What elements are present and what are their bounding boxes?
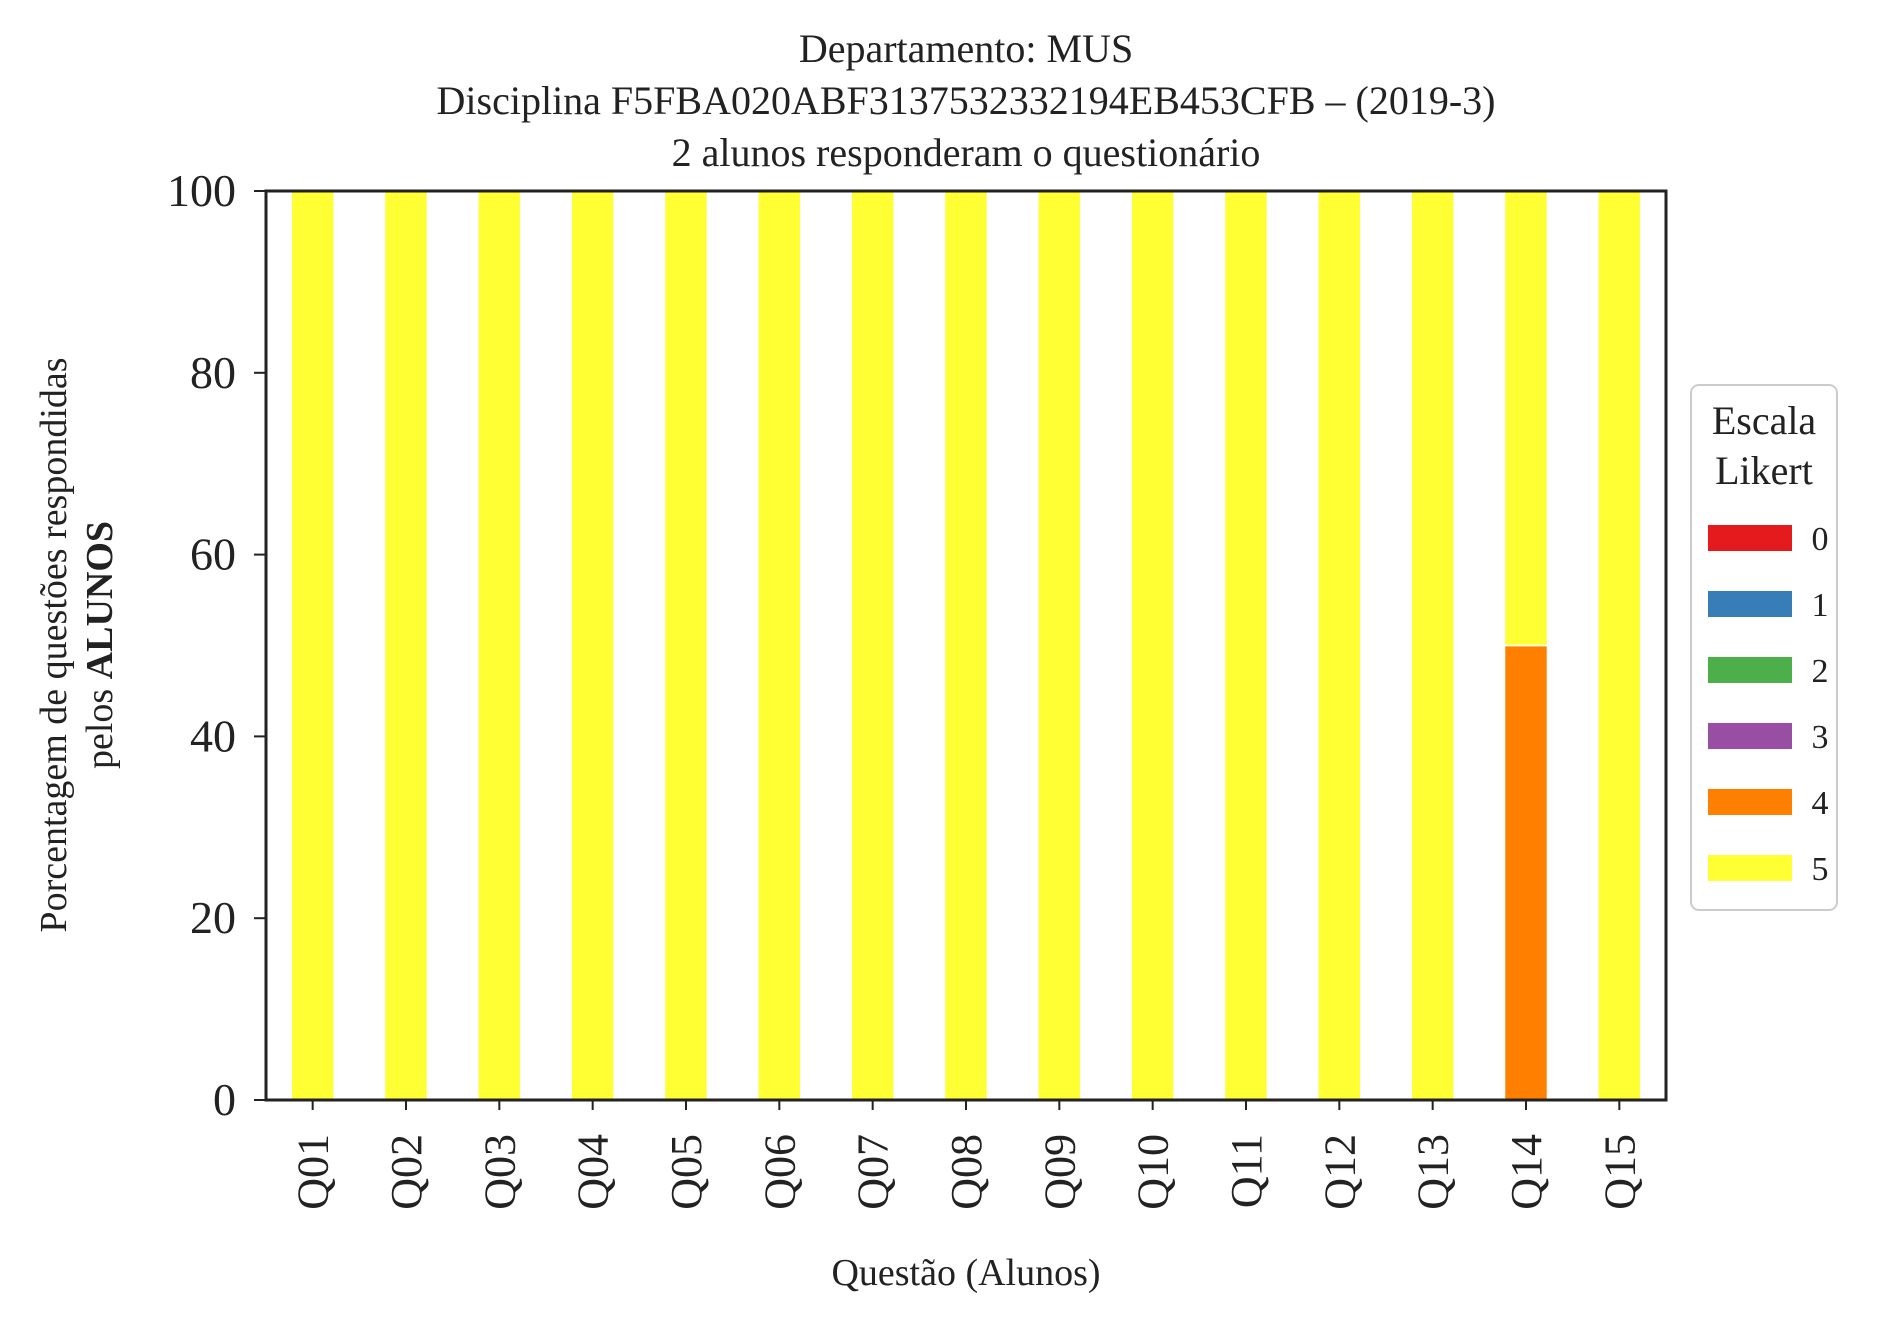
y-tick-label-40: 40 [190, 710, 236, 761]
x-tick-label-q02: Q02 [382, 1134, 431, 1210]
y-axis-ticks: 0 20 40 60 80 100 [167, 165, 266, 1125]
y-tick-label-100: 100 [167, 165, 236, 216]
y-tick-label-60: 60 [190, 529, 236, 580]
y-axis-label-line-1: Porcentagem de questões respondidas [33, 357, 75, 932]
legend-items: 0 1 2 3 4 5 [1708, 521, 1829, 888]
y-axis-label: Porcentagem de questões respondidas pelo… [33, 357, 121, 932]
bar-q15-scale-5 [1597, 190, 1642, 1101]
bar-q01-scale-5 [290, 190, 335, 1101]
bar-q08-scale-5 [943, 190, 989, 1101]
legend-label-0: 0 [1812, 521, 1829, 558]
bars-group [290, 190, 1642, 1101]
legend: Escala Likert 0 1 2 3 4 5 [1690, 384, 1838, 911]
bar-q04-scale-5 [570, 190, 615, 1101]
x-tick-label-q04: Q04 [569, 1134, 618, 1210]
legend-swatch-2 [1708, 657, 1792, 683]
bar-q06-scale-5 [757, 190, 802, 1101]
x-tick-label-q15: Q15 [1595, 1134, 1644, 1210]
y-axis-label-bold: ALUNOS [79, 521, 121, 679]
legend-swatch-1 [1708, 591, 1792, 617]
legend-swatch-4 [1708, 789, 1792, 815]
x-tick-label-q08: Q08 [942, 1134, 991, 1210]
chart-title-line-2: Disciplina F5FBA020ABF3137532332194EB453… [437, 78, 1496, 123]
legend-box [1690, 384, 1838, 911]
chart-title-line-3: 2 alunos responderam o questionário [672, 130, 1261, 175]
y-axis-label-prefix: pelos [79, 679, 121, 769]
bar-q13-scale-5 [1410, 190, 1455, 1101]
plot-frame [264, 189, 1668, 1102]
legend-swatch-3 [1708, 723, 1792, 749]
bar-q02-scale-5 [383, 190, 429, 1101]
bar-q12-scale-5 [1317, 190, 1362, 1101]
x-tick-label-q06: Q06 [755, 1134, 804, 1210]
y-tick-label-80: 80 [190, 347, 236, 398]
bar-q03-scale-5 [477, 190, 522, 1101]
legend-swatch-5 [1708, 855, 1792, 881]
x-tick-label-q09: Q09 [1035, 1134, 1084, 1210]
y-tick-label-0: 0 [213, 1074, 236, 1125]
x-tick-label-q10: Q10 [1129, 1134, 1178, 1210]
x-axis-label: Questão (Alunos) [831, 1252, 1100, 1294]
x-tick-label-q12: Q12 [1315, 1134, 1364, 1210]
legend-label-4: 4 [1812, 785, 1829, 822]
bar-q05-scale-5 [663, 190, 709, 1101]
bar-q10-scale-5 [1130, 190, 1175, 1101]
legend-label-2: 2 [1812, 653, 1829, 690]
x-tick-label-q05: Q05 [662, 1134, 711, 1210]
bar-q11-scale-5 [1223, 190, 1269, 1101]
x-tick-label-q07: Q07 [849, 1134, 898, 1210]
legend-label-1: 1 [1812, 587, 1829, 624]
legend-title-line-2: Likert [1715, 448, 1813, 493]
bar-q14-scale-5 [1503, 190, 1549, 647]
x-axis-ticks: Q01 Q02 Q03 Q04 Q05 Q06 Q07 Q08 Q09 Q10 Q11 Q12 Q13 Q… [289, 1100, 1644, 1210]
x-tick-label-q11: Q11 [1222, 1134, 1271, 1208]
legend-swatch-0 [1708, 525, 1792, 551]
legend-label-5: 5 [1812, 851, 1829, 888]
chart-title-line-1: Departamento: MUS [799, 26, 1133, 71]
x-tick-label-q14: Q14 [1502, 1134, 1551, 1210]
legend-label-3: 3 [1812, 719, 1829, 756]
y-axis-label-line-2: pelos ALUNOS [79, 521, 121, 769]
x-tick-label-q01: Q01 [289, 1134, 338, 1210]
bar-q14-scale-4 [1503, 644, 1549, 1101]
y-tick-label-20: 20 [190, 892, 236, 943]
bar-q07-scale-5 [850, 190, 895, 1101]
x-tick-label-q03: Q03 [475, 1134, 524, 1210]
bar-q09-scale-5 [1037, 190, 1082, 1101]
x-tick-label-q13: Q13 [1409, 1134, 1458, 1210]
legend-title-line-1: Escala [1712, 398, 1817, 443]
